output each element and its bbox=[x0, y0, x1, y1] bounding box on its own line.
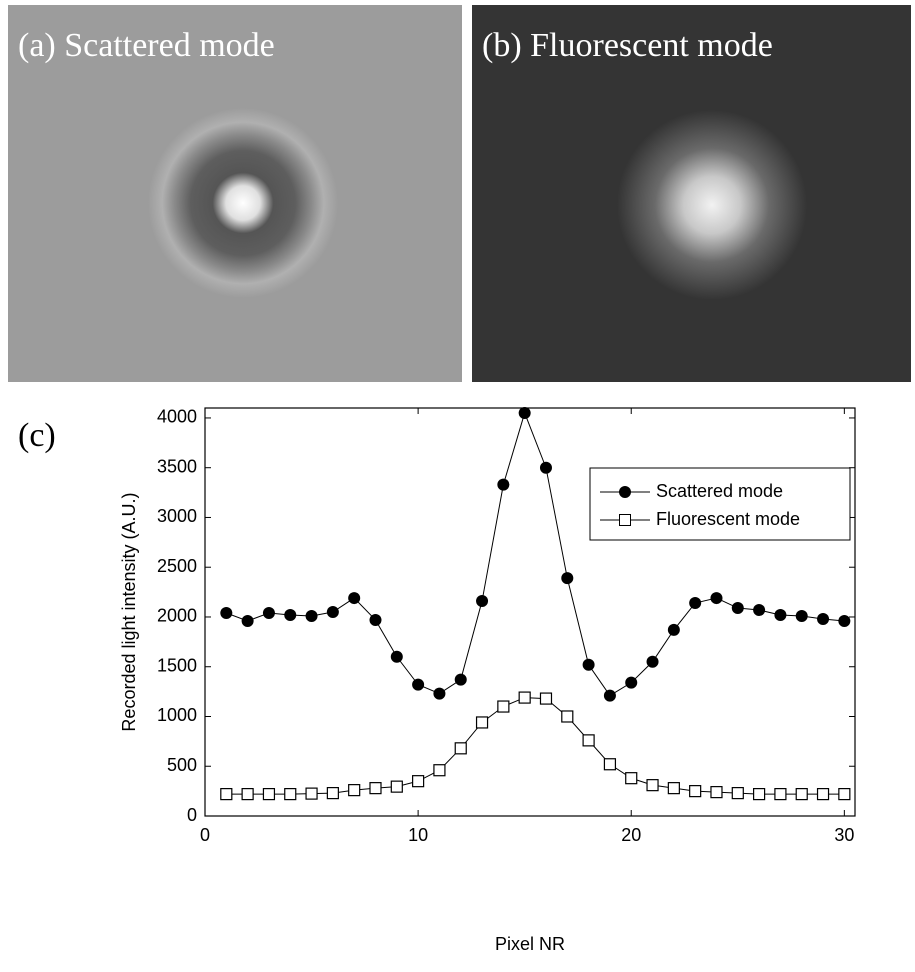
data-point bbox=[731, 602, 744, 615]
data-point bbox=[454, 742, 467, 755]
data-point bbox=[582, 734, 595, 747]
data-point bbox=[689, 597, 702, 610]
data-point bbox=[625, 772, 638, 785]
data-point bbox=[220, 788, 233, 801]
data-point bbox=[838, 788, 851, 801]
panel-label: (b) Fluorescent mode bbox=[482, 27, 773, 64]
data-point bbox=[582, 658, 595, 671]
data-point bbox=[667, 782, 680, 795]
data-point bbox=[262, 788, 276, 801]
y-tick-label: 3500 bbox=[157, 456, 197, 476]
data-point bbox=[646, 655, 659, 668]
data-point bbox=[561, 710, 574, 723]
data-point bbox=[646, 779, 659, 792]
data-point bbox=[667, 623, 680, 636]
data-point bbox=[262, 606, 275, 619]
y-tick-label: 2500 bbox=[157, 556, 197, 576]
data-point bbox=[518, 691, 531, 704]
data-point bbox=[433, 764, 446, 777]
data-point bbox=[476, 595, 489, 608]
x-tick-label: 0 bbox=[200, 825, 210, 845]
data-point bbox=[561, 572, 574, 585]
legend-label: Fluorescent mode bbox=[656, 509, 800, 529]
data-point bbox=[603, 758, 617, 771]
data-point bbox=[774, 608, 787, 621]
legend-marker bbox=[619, 486, 631, 498]
plot-frame bbox=[204, 407, 856, 817]
data-point bbox=[326, 606, 339, 618]
data-point bbox=[795, 788, 808, 801]
x-tick-label: 30 bbox=[834, 825, 854, 845]
data-point bbox=[710, 786, 723, 799]
x-tick-label: 10 bbox=[408, 825, 428, 845]
data-point bbox=[710, 592, 723, 605]
y-axis-label: Recorded light intensity (A.U.) bbox=[119, 492, 139, 731]
data-point bbox=[752, 788, 766, 801]
y-tick-label: 4000 bbox=[157, 407, 197, 427]
data-point bbox=[475, 716, 489, 729]
data-point bbox=[625, 676, 638, 689]
data-point bbox=[497, 700, 510, 713]
particle-a bbox=[148, 108, 338, 298]
x-tick-label: 20 bbox=[621, 825, 641, 845]
data-point bbox=[689, 785, 702, 798]
data-point bbox=[412, 775, 425, 788]
data-point bbox=[305, 609, 318, 622]
y-tick-label: 500 bbox=[167, 755, 197, 775]
particle-b bbox=[617, 110, 807, 300]
data-point bbox=[390, 650, 403, 663]
data-point bbox=[390, 780, 403, 793]
data-point bbox=[284, 608, 297, 621]
data-point bbox=[816, 788, 830, 801]
data-point bbox=[241, 788, 254, 801]
data-point bbox=[539, 461, 552, 474]
data-point bbox=[603, 689, 616, 702]
y-tick-label: 3000 bbox=[157, 506, 197, 526]
data-point bbox=[518, 406, 531, 419]
y-tick-label: 0 bbox=[187, 805, 197, 825]
legend-label: Scattered mode bbox=[656, 481, 783, 501]
data-point bbox=[369, 782, 382, 795]
data-point bbox=[326, 787, 339, 800]
legend-marker bbox=[619, 514, 631, 526]
data-point bbox=[348, 592, 361, 605]
data-point bbox=[731, 787, 744, 800]
x-axis-label: Pixel NR bbox=[495, 934, 565, 954]
data-point bbox=[817, 612, 830, 625]
data-point bbox=[348, 784, 361, 797]
data-point bbox=[774, 788, 787, 801]
panel-label: (a) Scattered mode bbox=[18, 27, 275, 64]
data-point bbox=[305, 787, 318, 800]
data-point bbox=[753, 604, 766, 617]
data-point bbox=[539, 692, 553, 705]
series-line bbox=[226, 411, 845, 697]
data-point bbox=[220, 606, 233, 619]
data-point bbox=[241, 614, 254, 627]
data-point bbox=[433, 687, 446, 700]
legend-box bbox=[589, 467, 851, 541]
y-tick-label: 1000 bbox=[157, 705, 197, 725]
data-point bbox=[412, 678, 425, 691]
data-point bbox=[284, 788, 297, 801]
data-point bbox=[369, 613, 382, 626]
data-point bbox=[454, 673, 467, 686]
data-point bbox=[838, 614, 851, 627]
y-tick-label: 1500 bbox=[157, 655, 197, 675]
y-tick-label: 2000 bbox=[157, 606, 197, 626]
data-point bbox=[795, 609, 808, 622]
series-line bbox=[226, 697, 845, 795]
data-point bbox=[497, 478, 510, 491]
panel-label: (c) bbox=[18, 417, 56, 454]
